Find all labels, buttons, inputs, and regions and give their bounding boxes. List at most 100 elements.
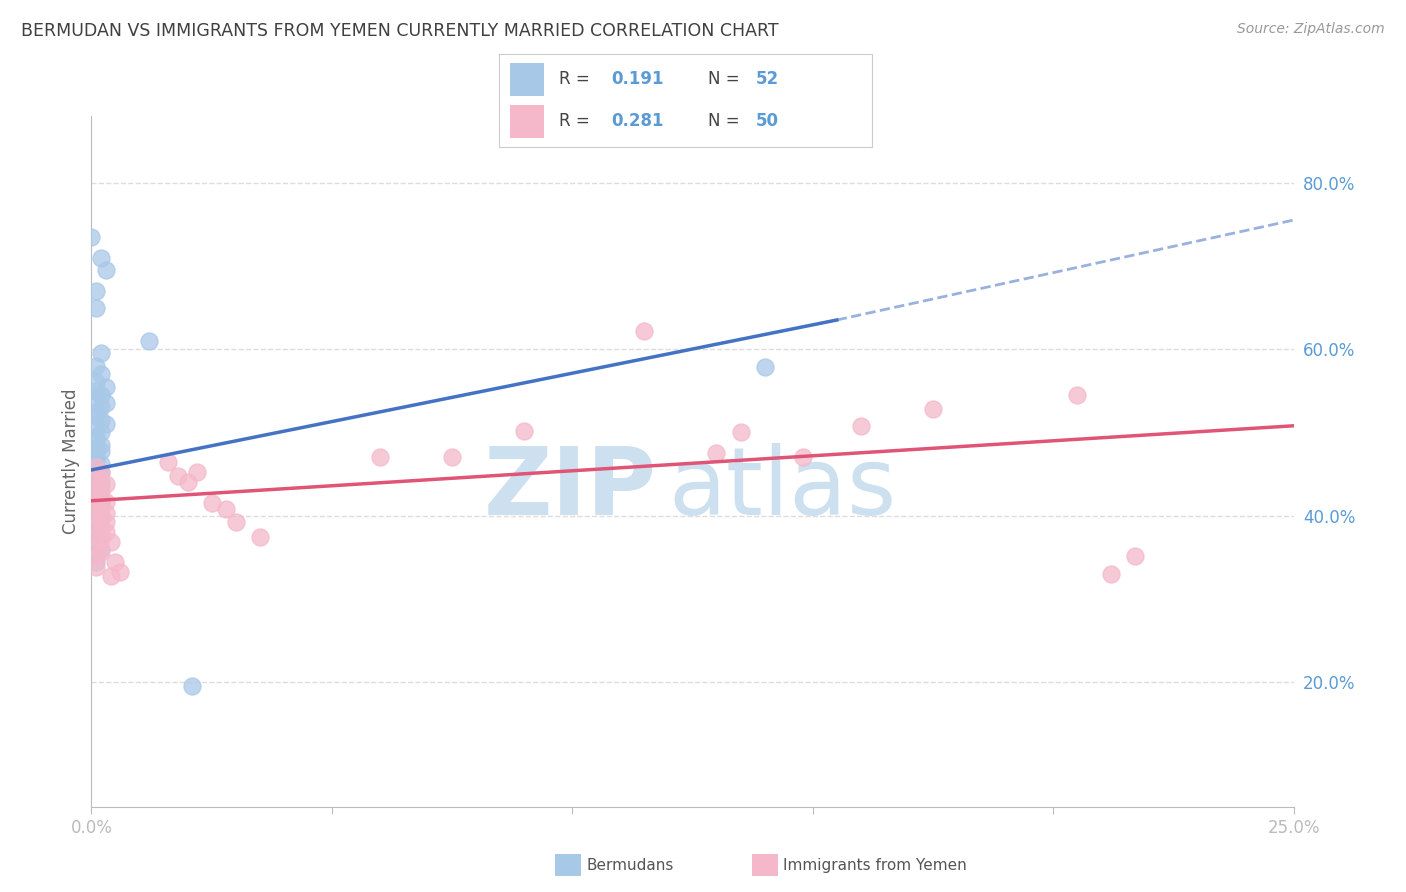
Point	[90, 367, 112, 381]
Point	[84, 541, 107, 555]
Point	[84, 421, 107, 435]
Text: R =: R =	[558, 112, 595, 130]
Point	[94, 396, 117, 410]
Point	[513, 424, 536, 438]
Text: 52: 52	[756, 70, 779, 87]
Point	[215, 502, 238, 516]
Point	[167, 468, 190, 483]
Y-axis label: Currently Married: Currently Married	[62, 389, 80, 534]
Point	[90, 413, 112, 427]
Point	[84, 284, 107, 298]
Point	[849, 418, 872, 433]
Point	[84, 404, 107, 418]
Point	[104, 555, 127, 569]
Point	[84, 505, 107, 519]
Point	[440, 450, 463, 465]
Point	[94, 506, 117, 520]
Point	[84, 301, 107, 315]
Point	[90, 542, 112, 557]
Point	[706, 446, 728, 460]
Point	[90, 388, 112, 402]
Point	[368, 450, 391, 465]
Point	[90, 466, 112, 480]
Point	[94, 495, 117, 509]
Text: N =: N =	[707, 70, 745, 87]
Point	[90, 508, 112, 523]
Point	[84, 488, 107, 502]
Point	[80, 229, 103, 244]
Point	[633, 324, 655, 338]
Point	[90, 466, 112, 480]
Point	[84, 474, 107, 488]
Text: R =: R =	[558, 70, 595, 87]
Point	[754, 360, 776, 375]
Text: N =: N =	[707, 112, 745, 130]
Point	[84, 508, 107, 523]
Point	[90, 532, 112, 546]
Text: ZIP: ZIP	[484, 443, 657, 535]
Point	[84, 524, 107, 538]
Text: Source: ZipAtlas.com: Source: ZipAtlas.com	[1237, 22, 1385, 37]
Point	[94, 525, 117, 540]
Point	[84, 434, 107, 448]
Text: Immigrants from Yemen: Immigrants from Yemen	[783, 858, 967, 872]
Point	[94, 417, 117, 431]
Text: Bermudans: Bermudans	[586, 858, 673, 872]
Point	[792, 450, 814, 465]
Point	[84, 500, 107, 515]
Point	[1099, 567, 1122, 582]
Point	[84, 384, 107, 398]
Point	[249, 530, 271, 544]
Point	[90, 401, 112, 415]
Text: atlas: atlas	[668, 443, 897, 535]
Point	[84, 513, 107, 527]
Point	[730, 425, 752, 440]
Point	[84, 460, 107, 475]
Point	[90, 496, 112, 510]
Point	[84, 468, 107, 483]
Text: 0.281: 0.281	[612, 112, 664, 130]
Point	[1066, 388, 1088, 402]
Point	[922, 402, 945, 417]
Point	[90, 545, 112, 559]
Point	[90, 443, 112, 458]
Point	[84, 376, 107, 390]
Text: 50: 50	[756, 112, 779, 130]
Point	[157, 455, 180, 469]
Point	[84, 442, 107, 456]
Point	[225, 516, 247, 530]
Point	[84, 546, 107, 560]
Point	[84, 452, 107, 467]
Point	[94, 263, 117, 277]
Point	[84, 529, 107, 543]
Point	[90, 438, 112, 452]
Point	[90, 425, 112, 440]
Point	[94, 516, 117, 530]
Point	[84, 518, 107, 533]
Point	[90, 522, 112, 536]
Point	[84, 492, 107, 507]
Point	[181, 680, 204, 694]
Point	[84, 483, 107, 498]
Point	[94, 477, 117, 491]
Point	[201, 496, 224, 510]
FancyBboxPatch shape	[510, 105, 544, 138]
Point	[90, 474, 112, 488]
Point	[84, 555, 107, 569]
Point	[84, 530, 107, 544]
Point	[84, 359, 107, 373]
Point	[84, 446, 107, 460]
FancyBboxPatch shape	[510, 63, 544, 95]
Point	[84, 488, 107, 502]
Point	[1123, 549, 1146, 563]
Point	[84, 392, 107, 406]
Point	[90, 457, 112, 471]
Point	[100, 535, 122, 549]
Point	[84, 460, 107, 475]
Point	[84, 469, 107, 483]
Point	[94, 379, 117, 393]
Point	[84, 550, 107, 565]
Point	[84, 482, 107, 496]
Point	[84, 429, 107, 443]
Point	[84, 560, 107, 574]
